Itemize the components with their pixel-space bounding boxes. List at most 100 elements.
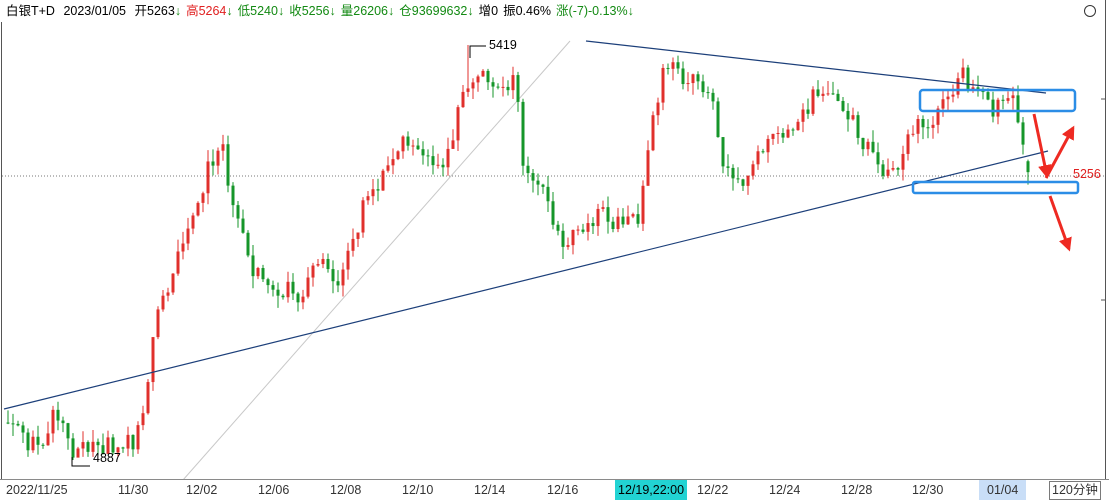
- candle-body: [101, 445, 105, 454]
- candle: [441, 158, 445, 177]
- candle: [256, 266, 260, 280]
- quote-value: 增0: [478, 4, 499, 18]
- circle-icon[interactable]: [1084, 5, 1096, 17]
- candle-body: [881, 164, 885, 176]
- candle: [841, 97, 845, 113]
- candle-body: [941, 99, 945, 109]
- candle: [431, 145, 435, 175]
- candle-body: [691, 74, 695, 84]
- descending-trendline: [585, 40, 1047, 94]
- candle: [886, 158, 890, 179]
- candle-body: [716, 101, 720, 138]
- candle: [281, 293, 285, 300]
- candle-body: [286, 281, 290, 298]
- candle: [81, 431, 85, 457]
- candle: [511, 66, 515, 100]
- candle: [881, 159, 885, 180]
- candle: [721, 136, 725, 174]
- candle-body: [181, 243, 185, 252]
- candle: [586, 213, 590, 241]
- x-tick-label-current: 01/04: [979, 480, 1027, 500]
- candle-body: [386, 165, 390, 171]
- high-marker-line: [469, 45, 486, 58]
- candle-body: [346, 250, 350, 270]
- candle: [891, 161, 895, 172]
- candle-body: [961, 67, 965, 79]
- candle-body: [16, 423, 20, 426]
- down-arrow-icon: ↓: [388, 4, 395, 18]
- candle: [611, 216, 615, 233]
- candle: [296, 291, 300, 312]
- quote-item: 低5240↓: [238, 4, 285, 18]
- x-tick-label: 12/02: [186, 483, 218, 497]
- candle-body: [741, 179, 745, 186]
- candle: [141, 405, 145, 431]
- candle-body: [466, 88, 470, 92]
- candle: [546, 175, 550, 212]
- candle: [201, 191, 205, 213]
- down-arrow-1: [1032, 113, 1052, 179]
- candle-body: [161, 295, 165, 310]
- candle-body: [861, 137, 865, 150]
- candle: [796, 118, 800, 131]
- candle-body: [366, 196, 370, 201]
- candle-body: [336, 281, 340, 286]
- candle-body: [676, 62, 680, 69]
- candle-body: [636, 214, 640, 224]
- candle-body: [816, 89, 820, 96]
- candle-body: [866, 141, 870, 150]
- candle: [826, 81, 830, 96]
- candle: [821, 86, 825, 102]
- candle-body: [846, 110, 850, 120]
- candle: [391, 148, 395, 175]
- candle-body: [656, 102, 660, 116]
- candle-body: [276, 289, 280, 296]
- candle: [951, 84, 955, 103]
- candle: [51, 405, 55, 443]
- candle-body: [431, 156, 435, 166]
- period-selector[interactable]: 120分钟: [1049, 481, 1101, 500]
- candle: [196, 201, 200, 217]
- candle-body: [306, 277, 310, 297]
- candle: [956, 72, 960, 99]
- candle-body: [811, 89, 815, 114]
- candle-body: [971, 87, 975, 90]
- candle: [911, 125, 915, 137]
- candle: [21, 421, 25, 443]
- quote-item: 收5256↓: [289, 4, 336, 18]
- candle: [116, 446, 120, 457]
- candle: [91, 429, 95, 457]
- candle-body: [756, 151, 760, 165]
- candle-body: [241, 218, 245, 233]
- candle: [1026, 159, 1030, 185]
- candle: [806, 98, 810, 119]
- candle-body: [341, 269, 345, 286]
- down-arrow-icon: ↓: [226, 4, 233, 18]
- symbol-name: 白银T+D: [6, 4, 55, 18]
- candle-body: [591, 223, 595, 227]
- candle: [346, 242, 350, 280]
- candle-body: [871, 141, 875, 153]
- quote-value: 振0.46%: [503, 4, 552, 18]
- candle-body: [641, 185, 645, 224]
- candle-body: [836, 93, 840, 101]
- candle-body: [456, 107, 460, 141]
- candle: [206, 150, 210, 205]
- candle-body: [1016, 95, 1020, 123]
- candle: [706, 86, 710, 99]
- candle: [56, 401, 60, 431]
- candle: [481, 69, 485, 77]
- candle-body: [911, 133, 915, 135]
- candle-body: [551, 201, 555, 225]
- candle: [851, 107, 855, 121]
- candle-body: [906, 134, 910, 154]
- candle-body: [546, 186, 550, 202]
- candle-body: [666, 67, 670, 69]
- candle: [426, 149, 430, 167]
- candle-body: [311, 265, 315, 278]
- x-tick-label: 11/30: [118, 483, 149, 497]
- candle-body: [721, 137, 725, 167]
- candlestick-chart[interactable]: [0, 0, 1109, 480]
- candle: [631, 212, 635, 219]
- candle: [106, 430, 110, 454]
